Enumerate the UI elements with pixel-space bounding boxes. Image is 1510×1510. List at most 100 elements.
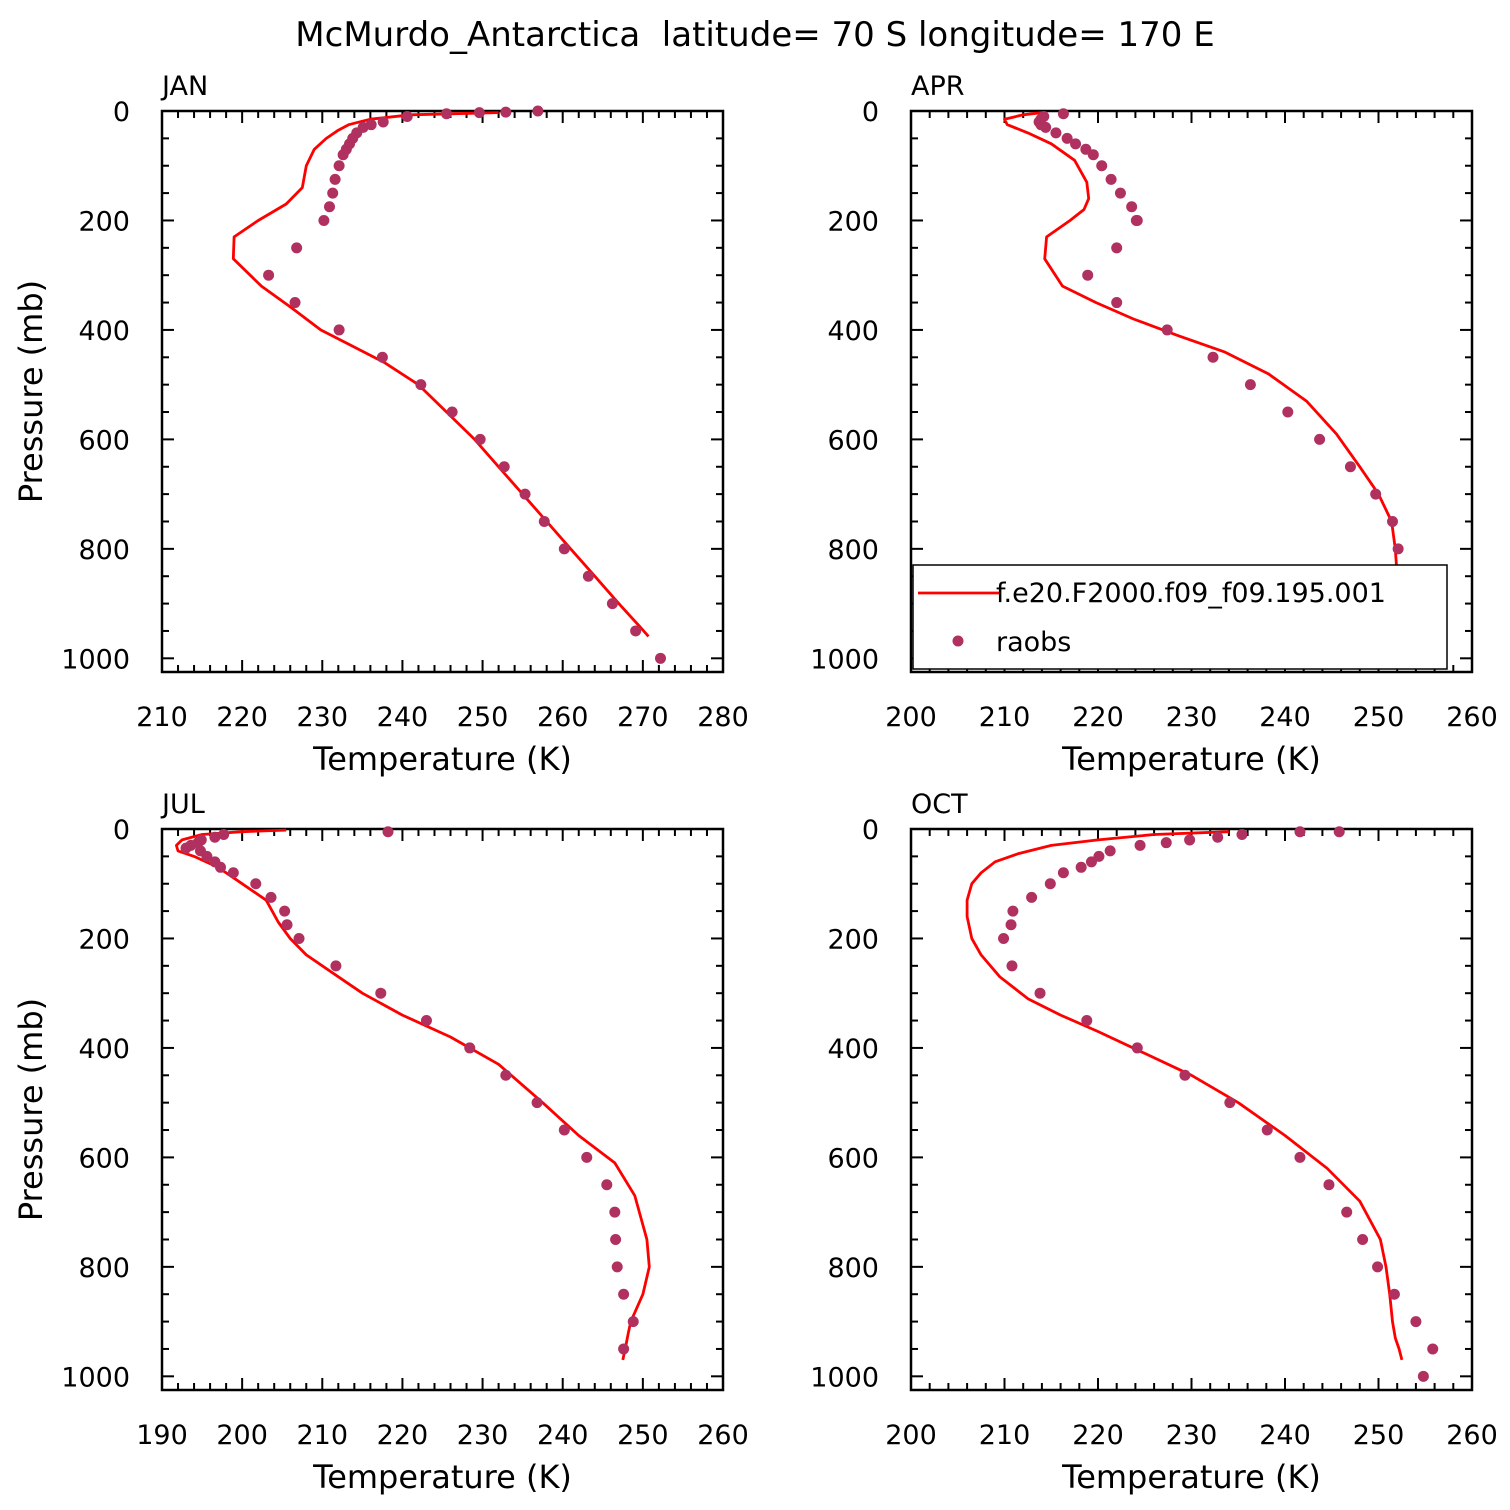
x-tick-label: 240 xyxy=(377,702,429,733)
y-tick-label: 200 xyxy=(827,924,879,955)
y-tick-label: 400 xyxy=(827,1034,879,1065)
obs-point xyxy=(1207,351,1219,363)
obs-point xyxy=(329,173,341,185)
x-tick-label: 240 xyxy=(1259,702,1311,733)
plot-frame xyxy=(160,827,725,1392)
y-ticks: 0 200 400 600 800 1000 xyxy=(810,815,1472,1393)
x-tick-label: 250 xyxy=(617,1420,669,1451)
obs-point xyxy=(227,867,239,879)
obs-point xyxy=(500,1069,512,1081)
obs-point xyxy=(1026,891,1038,903)
x-axis-label: Temperature (K) xyxy=(312,740,572,778)
obs-point xyxy=(201,850,213,862)
obs-point xyxy=(618,1343,630,1355)
obs-point xyxy=(382,826,394,838)
y-ticks: 0 200 400 600 800 1000 xyxy=(61,815,723,1393)
obs-points xyxy=(998,826,1439,1382)
obs-point xyxy=(1111,242,1123,254)
obs-point xyxy=(1085,856,1097,868)
x-axis-label: Temperature (K) xyxy=(312,1458,572,1496)
obs-points xyxy=(180,826,639,1355)
obs-point xyxy=(1410,1316,1422,1328)
x-tick-label: 210 xyxy=(979,702,1031,733)
obs-point xyxy=(291,242,303,254)
obs-point xyxy=(1314,433,1326,445)
obs-point xyxy=(609,1206,621,1218)
obs-point xyxy=(1323,1179,1335,1191)
x-tick-label: 220 xyxy=(1072,1420,1124,1451)
obs-point xyxy=(1417,1370,1429,1382)
y-tick-label: 0 xyxy=(862,97,879,128)
y-ticks: 0 200 400 600 800 1000 xyxy=(810,97,1472,675)
obs-point xyxy=(532,105,544,117)
obs-point xyxy=(250,878,262,890)
obs-point xyxy=(558,543,570,555)
x-tick-label: 240 xyxy=(537,1420,589,1451)
y-axis-label: Pressure (mb) xyxy=(12,998,50,1221)
panel-jan: 210 220 230 240 250 260 270 280 0 200 400 600 800 100… xyxy=(12,71,749,778)
obs-point xyxy=(998,932,1010,944)
obs-point xyxy=(1050,127,1062,139)
obs-point xyxy=(1427,1343,1439,1355)
obs-point xyxy=(1111,297,1123,309)
y-tick-label: 800 xyxy=(827,1253,879,1284)
obs-point xyxy=(1096,160,1108,172)
obs-point xyxy=(289,297,301,309)
plot-frame xyxy=(160,109,725,674)
obs-point xyxy=(327,187,339,199)
x-tick-label: 260 xyxy=(697,1420,749,1451)
obs-point xyxy=(1161,324,1173,336)
x-tick-label: 210 xyxy=(136,702,188,733)
x-tick-label: 200 xyxy=(885,1420,937,1451)
x-tick-label: 230 xyxy=(1166,1420,1218,1451)
x-tick-label: 230 xyxy=(297,702,349,733)
obs-point xyxy=(473,107,485,119)
obs-point xyxy=(446,406,458,418)
obs-point xyxy=(474,433,486,445)
y-ticks: 0 200 400 600 800 1000 xyxy=(61,97,723,675)
legend-obs-label: raobs xyxy=(996,627,1071,658)
obs-point xyxy=(281,919,293,931)
x-tick-label: 200 xyxy=(885,702,937,733)
obs-point xyxy=(1114,187,1126,199)
legend-box xyxy=(912,564,1448,670)
obs-point xyxy=(337,149,349,161)
obs-point xyxy=(263,269,275,281)
legend-model-label: f.e20.F2000.f09_f09.195.001 xyxy=(996,578,1386,609)
panel-label: JUL xyxy=(160,789,205,820)
x-tick-label: 240 xyxy=(1259,1420,1311,1451)
obs-point xyxy=(1370,488,1382,500)
y-tick-label: 600 xyxy=(827,425,879,456)
y-tick-label: 1000 xyxy=(61,1362,130,1393)
x-ticks: 190 200 210 220 230 240 250 260 xyxy=(136,829,749,1451)
x-tick-label: 230 xyxy=(1166,702,1218,733)
obs-point xyxy=(1034,987,1046,999)
obs-point xyxy=(519,488,531,500)
panel-label: APR xyxy=(911,71,965,102)
y-tick-label: 1000 xyxy=(810,644,879,675)
obs-point xyxy=(464,1042,476,1054)
x-tick-label: 260 xyxy=(1446,1420,1498,1451)
y-tick-label: 200 xyxy=(827,206,879,237)
x-tick-label: 250 xyxy=(1353,1420,1405,1451)
x-tick-label: 210 xyxy=(979,1420,1031,1451)
obs-point xyxy=(1160,837,1172,849)
obs-point xyxy=(630,625,642,637)
obs-point xyxy=(333,160,345,172)
obs-point xyxy=(293,932,305,944)
x-tick-label: 200 xyxy=(216,1420,268,1451)
panel-jul: 190 200 210 220 230 240 250 260 0 200 400 600 800 100… xyxy=(12,789,749,1496)
obs-point xyxy=(377,116,389,128)
obs-point xyxy=(265,891,277,903)
y-tick-label: 400 xyxy=(78,316,130,347)
obs-point xyxy=(582,570,594,582)
obs-point xyxy=(215,861,227,873)
obs-point xyxy=(611,1261,623,1273)
x-tick-label: 230 xyxy=(457,1420,509,1451)
y-tick-label: 0 xyxy=(113,815,130,846)
obs-point xyxy=(415,379,427,391)
y-tick-label: 200 xyxy=(78,924,130,955)
y-axis-label: Pressure (mb) xyxy=(12,280,50,503)
model-line xyxy=(231,111,650,638)
